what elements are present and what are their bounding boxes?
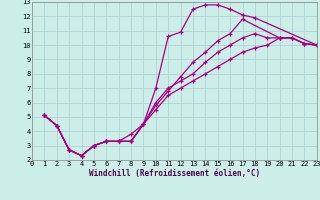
X-axis label: Windchill (Refroidissement éolien,°C): Windchill (Refroidissement éolien,°C) [89, 169, 260, 178]
